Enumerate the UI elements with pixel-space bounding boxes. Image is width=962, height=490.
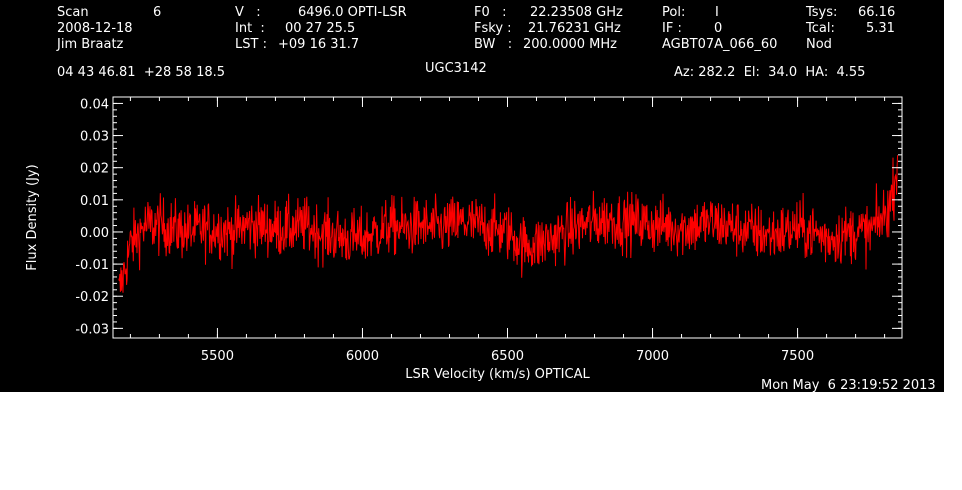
y-tick-label: -0.01 [75, 258, 109, 273]
rest-frequency-label: F0 : [474, 5, 507, 20]
x-tick-label: 6500 [491, 349, 524, 364]
source-coordinates: 04 43 46.81 +28 58 18.5 [57, 65, 226, 80]
tcal-label: Tcal: [806, 21, 835, 36]
y-tick-label: 0.03 [80, 130, 109, 145]
lst-label: LST : [235, 37, 267, 52]
x-tick-label: 5500 [201, 349, 234, 364]
polarization-label: Pol: [662, 5, 686, 20]
tcal-value: 5.31 [866, 21, 895, 36]
bandwidth-value: 200.0000 MHz [523, 37, 617, 52]
x-tick-label: 7000 [636, 349, 669, 364]
source-name-title: UGC3142 [425, 61, 487, 76]
sky-frequency-label: Fsky : [474, 21, 512, 36]
project-id: AGBT07A_066_60 [662, 37, 778, 52]
x-tick-label: 7500 [781, 349, 814, 364]
lst-value: +09 16 31.7 [278, 37, 360, 52]
spectrum-plot: -0.03 -0.02 -0.01 0.00 0.01 0.02 0.03 0.04 5500 6… [25, 96, 903, 382]
integration-label: Int : [235, 21, 265, 36]
az-el-ha-readout: Az: 282.2 El: 34.0 HA: 4.55 [674, 65, 866, 80]
if-value: 0 [714, 21, 723, 36]
observing-mode: Nod [806, 37, 832, 52]
x-tick-label: 6000 [346, 349, 379, 364]
x-axis-label: LSR Velocity (km/s) OPTICAL [405, 367, 590, 382]
velocity-label: V : [235, 5, 261, 20]
sky-frequency-value: 21.76231 GHz [528, 21, 621, 36]
rest-frequency-value: 22.23508 GHz [530, 5, 623, 20]
tsys-value: 66.16 [858, 5, 896, 20]
y-tick-label: -0.03 [75, 322, 109, 337]
scan-label: Scan [57, 5, 89, 20]
spectrum-line [118, 155, 899, 293]
integration-value: 00 27 25.5 [285, 21, 356, 36]
y-tick-label: 0.04 [80, 97, 109, 112]
y-axis-label: Flux Density (Jy) [25, 164, 40, 270]
bandwidth-label: BW : [474, 37, 513, 52]
y-tick-label: -0.02 [75, 290, 109, 305]
if-label: IF : [662, 21, 682, 36]
y-tick-label: 0.00 [80, 226, 109, 241]
spectrum-panel: -0.03 -0.02 -0.01 0.00 0.01 0.02 0.03 0.04 5500 6… [0, 0, 944, 392]
observer-name: Jim Braatz [57, 37, 124, 52]
plot-timestamp: Mon May 6 23:19:52 2013 [761, 378, 936, 393]
y-tick-label: 0.02 [80, 162, 109, 177]
tsys-label: Tsys: [806, 5, 838, 20]
scan-value: 6 [153, 5, 162, 20]
observation-date: 2008-12-18 [57, 21, 133, 36]
y-tick-label: 0.01 [80, 194, 109, 209]
velocity-value: 6496.0 OPTI-LSR [298, 5, 407, 20]
polarization-value: I [715, 5, 719, 20]
